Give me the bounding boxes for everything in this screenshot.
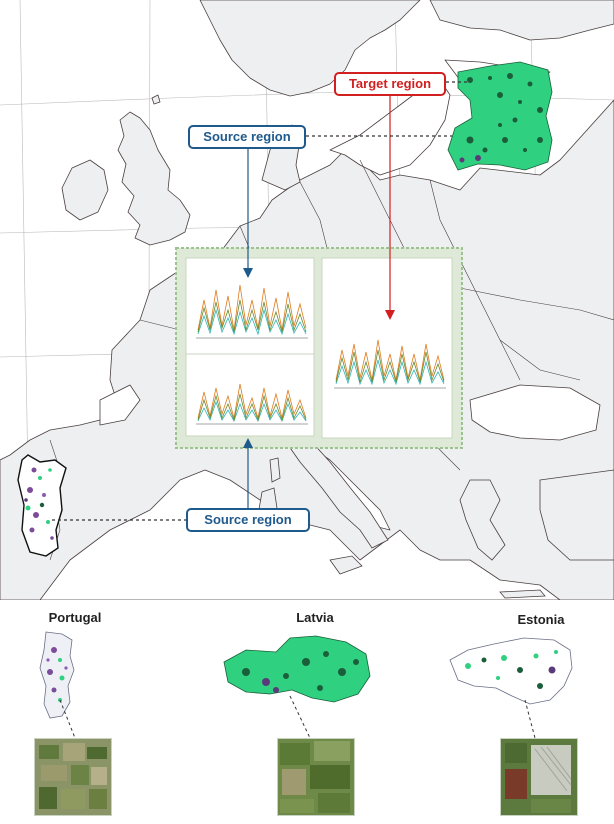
timeseries-source-2 (196, 383, 308, 425)
satellite-tile-portugal (34, 738, 112, 816)
arrow-up-blue (243, 438, 253, 448)
land-scandinavia (199, 0, 421, 97)
land-great-britain (117, 111, 191, 246)
arrow-down-red (385, 310, 395, 320)
land-anatolia (539, 469, 614, 561)
land-greece (459, 479, 506, 561)
satellite-tile-latvia (277, 738, 355, 816)
baltic-fields (459, 73, 543, 163)
land-shetland (151, 94, 161, 105)
land-crete (499, 589, 546, 599)
sea-mediterranean (39, 469, 561, 600)
source-region-label-top: Source region (188, 125, 306, 149)
europe-map (0, 0, 614, 600)
connectors (52, 81, 470, 521)
timeseries-target (334, 339, 446, 389)
portugal-fields (24, 467, 54, 540)
country-name-estonia: Estonia (517, 612, 565, 627)
target-region-label: Target region (334, 72, 446, 96)
sea-black (469, 384, 601, 441)
latvia-field-map (216, 632, 376, 712)
country-name-latvia: Latvia (296, 610, 334, 625)
sea-biscay (99, 384, 141, 426)
chart-left-bottom (185, 353, 315, 437)
timeseries-source-1 (196, 284, 308, 339)
land-finland (429, 0, 614, 41)
land-italy (285, 429, 389, 549)
estonia-field-map (444, 630, 578, 716)
source-region-label-bottom: Source region (186, 508, 310, 532)
country-name-portugal: Portugal (48, 610, 102, 625)
baltic-target-outline (447, 61, 553, 171)
land-corsica (269, 457, 281, 483)
satellite-tile-estonia (500, 738, 578, 816)
chart-right (321, 257, 453, 439)
land-sicily (329, 555, 363, 575)
land-ireland (61, 159, 109, 221)
portugal-field-map (36, 630, 84, 722)
arrow-down-blue (243, 268, 253, 278)
